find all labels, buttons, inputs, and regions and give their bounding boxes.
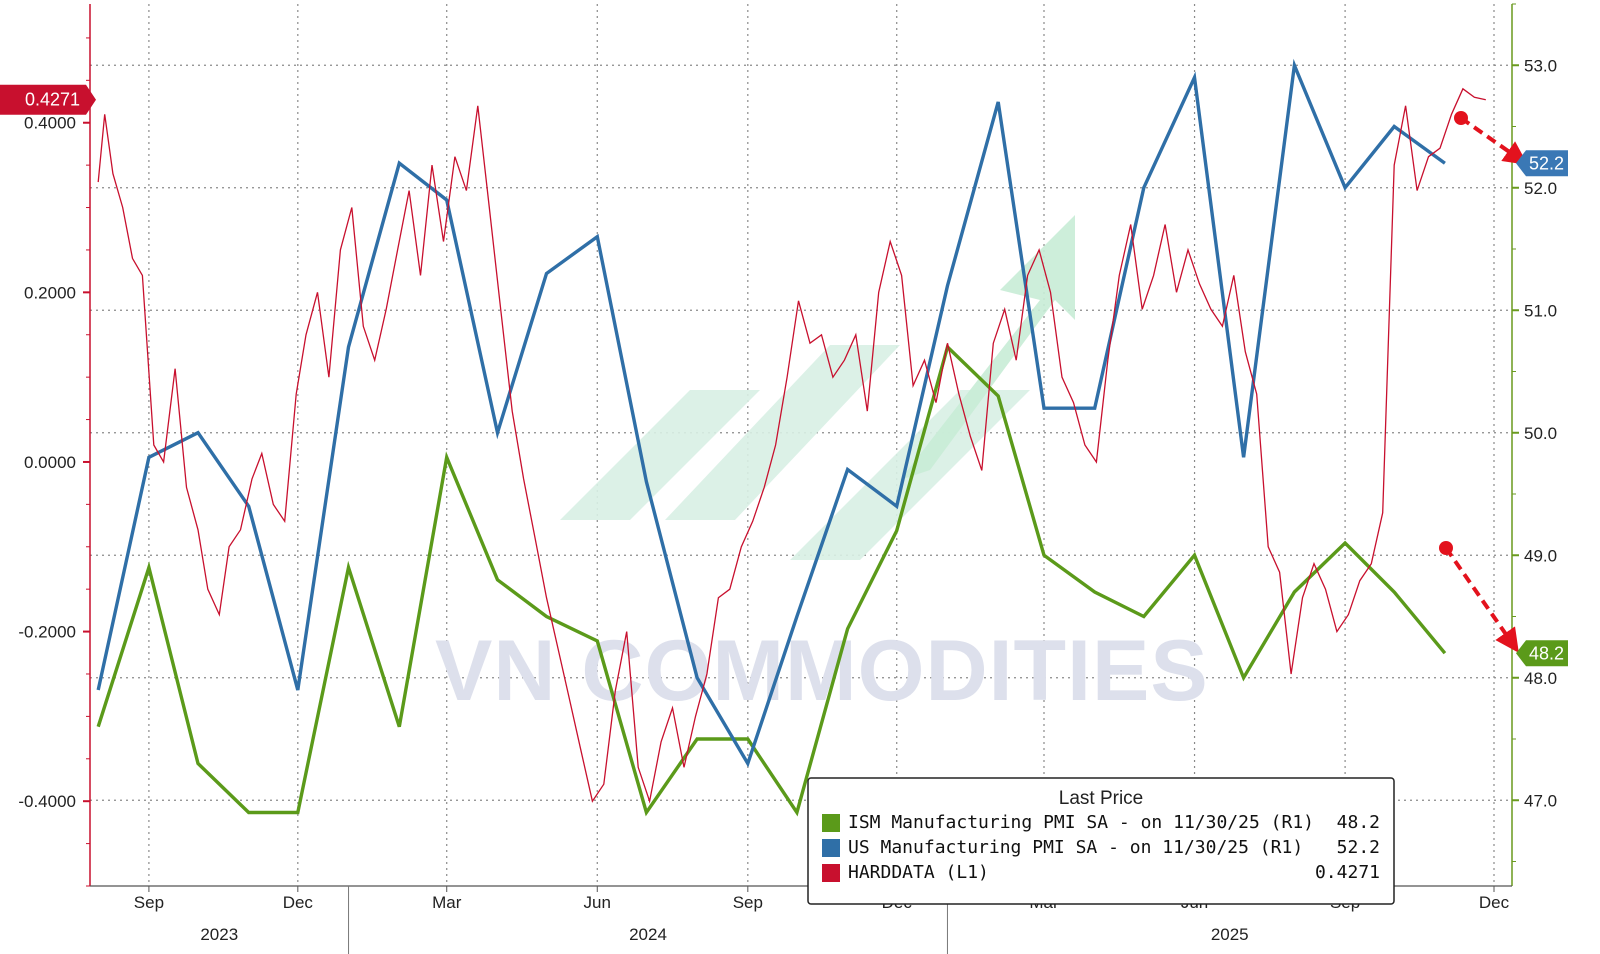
badge-ism-pmi-shape	[1516, 640, 1568, 667]
right-axis-tick-label: 47.0	[1524, 791, 1557, 810]
right-axis-tick-label: 48.0	[1524, 669, 1557, 688]
right-axis-tick-label: 50.0	[1524, 424, 1557, 443]
x-axis-tick-label: Mar	[432, 893, 462, 912]
badge-harddata-shape	[0, 84, 96, 115]
legend-swatch	[822, 814, 840, 832]
annotation-arrow-upper	[1459, 116, 1528, 165]
annotation-arrow-lower	[1444, 546, 1519, 653]
series-lines	[96, 58, 1486, 817]
badge-us-pmi-shape	[1516, 150, 1568, 177]
right-axis-tick-label: 51.0	[1524, 301, 1557, 320]
legend-swatch	[822, 839, 840, 857]
legend: Last Price ISM Manufacturing PMI SA - on …	[807, 777, 1395, 905]
watermark-arrow	[900, 215, 1075, 480]
legend-swatch	[822, 864, 840, 882]
left-axis-tick-label: 0.2000	[24, 283, 76, 302]
right-axis-tick-label: 53.0	[1524, 56, 1557, 75]
watermark-stripe	[665, 345, 900, 520]
right-axis-tick-label: 52.0	[1524, 179, 1557, 198]
x-axis-tick-label: Sep	[134, 893, 164, 912]
x-axis-year-label: 2025	[1211, 925, 1249, 944]
badge-ism-pmi-text: 48.2	[1529, 643, 1564, 663]
legend-entry-value: 52.2	[1337, 837, 1380, 858]
end-value-badges: 52.2 48.2 0.4271	[0, 84, 1568, 667]
legend-entry-label: ISM Manufacturing PMI SA - on 11/30/25 (…	[848, 812, 1314, 833]
x-axis-year-label: 2024	[629, 925, 667, 944]
badge-us-pmi-text: 52.2	[1529, 153, 1564, 173]
x-axis-tick-label: Dec	[283, 893, 314, 912]
series-line-ism-manufacturing-pmi-sa	[96, 343, 1447, 817]
x-axis-year-label: 2023	[200, 925, 238, 944]
legend-entry-value: 0.4271	[1315, 862, 1380, 883]
left-axis-tick-label: 0.0000	[24, 453, 76, 472]
legend-title: Last Price	[1059, 788, 1143, 809]
annotation-arrows	[1439, 111, 1528, 653]
legend-entry-label: HARDDATA (L1)	[848, 862, 989, 883]
badge-harddata-text: 0.4271	[25, 90, 80, 110]
watermark-stripe	[560, 390, 760, 520]
left-axis-tick-label: -0.2000	[18, 623, 76, 642]
left-axis-tick-label: 0.4000	[24, 114, 76, 133]
watermark: VN COMMODITIES	[435, 215, 1209, 719]
series-line-us-manufacturing-pmi-sa	[96, 58, 1446, 768]
x-axis-tick-label: Dec	[1479, 893, 1510, 912]
legend-entry-label: US Manufacturing PMI SA - on 11/30/25 (R…	[848, 837, 1303, 858]
x-axis-tick-label: Jun	[584, 893, 611, 912]
right-axis-tick-label: 49.0	[1524, 546, 1557, 565]
series-line-harddata	[97, 87, 1486, 804]
left-axis-tick-label: -0.4000	[18, 792, 76, 811]
legend-entry-value: 48.2	[1337, 812, 1380, 833]
watermark-text: VN COMMODITIES	[435, 623, 1209, 719]
x-axis-tick-label: Sep	[733, 893, 763, 912]
legend-box	[807, 777, 1395, 905]
